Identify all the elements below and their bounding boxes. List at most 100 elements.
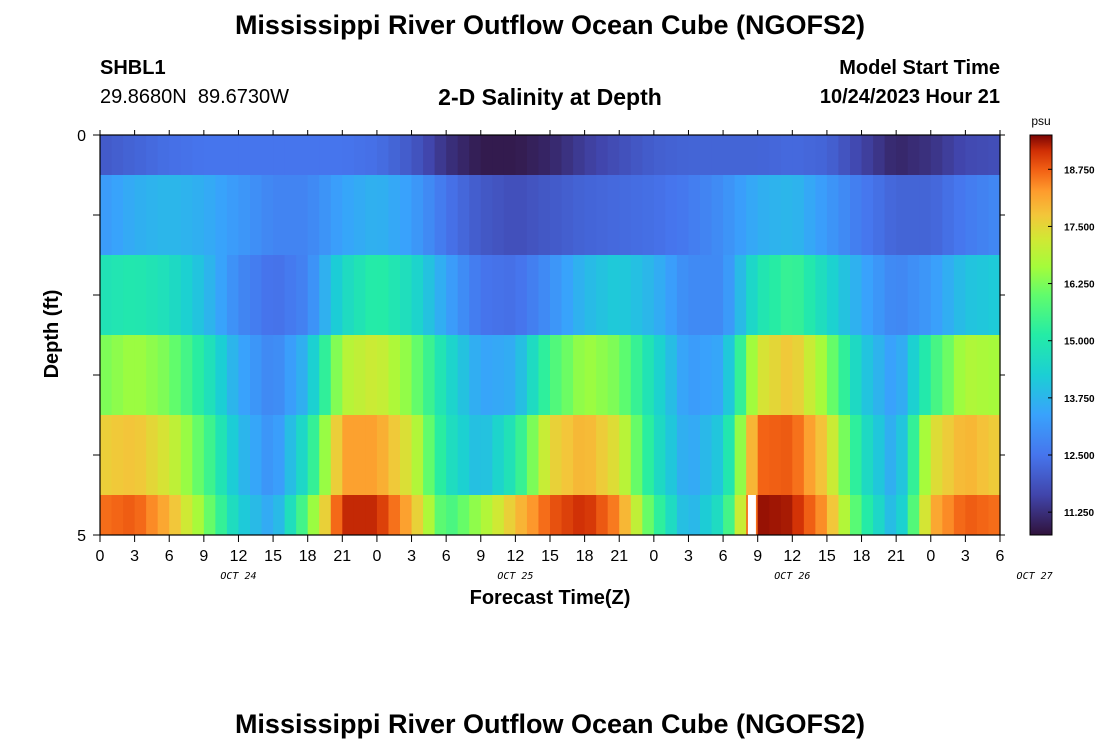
heatmap-cell-d3-h75 xyxy=(965,335,978,415)
heatmap-cell-d3-h22 xyxy=(353,335,366,415)
heatmap-cell-d1-h68 xyxy=(884,175,897,255)
heatmap-cell-d1-h0 xyxy=(100,175,113,255)
heatmap-cell-d4-h7 xyxy=(180,415,193,495)
heatmap-cell-d0-h57 xyxy=(757,135,770,175)
heatmap-cell-d0-h7 xyxy=(180,135,193,175)
heatmap-cell-d2-h60 xyxy=(792,255,805,335)
heatmap-cell-d3-h68 xyxy=(884,335,897,415)
heatmap-cell-d3-h65 xyxy=(850,335,863,415)
heatmap-cell-d2-h45 xyxy=(619,255,632,335)
heatmap-cell-d2-h4 xyxy=(146,255,159,335)
heatmap-cell-d3-h3 xyxy=(134,335,147,415)
heatmap-cell-d2-h47 xyxy=(642,255,655,335)
heatmap-cell-d2-h51 xyxy=(688,255,701,335)
heatmap-cell-d2-h38 xyxy=(538,255,551,335)
heatmap-cell-d3-h48 xyxy=(653,335,666,415)
heatmap-cell-d1-h8 xyxy=(192,175,205,255)
heatmap-cell-d1-h54 xyxy=(723,175,736,255)
heatmap-cell-d0-h4 xyxy=(146,135,159,175)
heatmap-cell-d4-h55 xyxy=(734,415,747,495)
x-tick-label-17: 3 xyxy=(684,548,693,565)
heatmap-cell-d4-h9 xyxy=(203,415,216,495)
heatmap-cell-d2-h2 xyxy=(123,255,136,335)
heatmap-cell-d5-h9 xyxy=(203,495,216,535)
heatmap-cell-d4-h52 xyxy=(700,415,713,495)
heatmap-cell-d5-h20 xyxy=(330,495,343,535)
heatmap-cell-d5-h51 xyxy=(688,495,701,535)
heatmap-cell-d2-h40 xyxy=(561,255,574,335)
heatmap-cell-d1-h17 xyxy=(296,175,309,255)
heatmap-cell-d0-h54 xyxy=(723,135,736,175)
model-start-time: 10/24/2023 Hour 21 xyxy=(819,86,1000,108)
heatmap-cell-d3-h26 xyxy=(400,335,413,415)
heatmap-cell-d2-h73 xyxy=(942,255,955,335)
heatmap-cell-d0-h67 xyxy=(873,135,886,175)
heatmap-cell-d1-h1 xyxy=(111,175,124,255)
heatmap-cell-d0-h10 xyxy=(215,135,228,175)
heatmap-cell-d2-h3 xyxy=(134,255,147,335)
heatmap-cell-d4-h29 xyxy=(434,415,447,495)
heatmap-cell-d4-h31 xyxy=(457,415,470,495)
heatmap-cell-d5-h19 xyxy=(319,495,332,535)
x-tick-label-18: 6 xyxy=(719,548,728,565)
heatmap-cell-d4-h73 xyxy=(942,415,955,495)
bottom-chart-title: Mississippi River Outflow Ocean Cube (NG… xyxy=(234,709,866,739)
heatmap-cell-d5-h66 xyxy=(861,495,874,535)
heatmap-cell-d3-h25 xyxy=(388,335,401,415)
heatmap-cell-d3-h39 xyxy=(550,335,563,415)
x-tick-label-6: 18 xyxy=(299,548,317,565)
heatmap-cell-d5-h33 xyxy=(480,495,493,535)
heatmap-cell-d0-h14 xyxy=(261,135,274,175)
heatmap-cell-d5-h30 xyxy=(446,495,459,535)
heatmap-cell-d2-h24 xyxy=(376,255,390,335)
heatmap-cell-d1-h65 xyxy=(850,175,863,255)
heatmap-cell-d2-h75 xyxy=(965,255,978,335)
heatmap-cell-d0-h31 xyxy=(457,135,470,175)
heatmap-cell-d2-h33 xyxy=(480,255,493,335)
heatmap-cell-d3-h74 xyxy=(953,335,966,415)
heatmap-cell-d5-h34 xyxy=(492,495,505,535)
heatmap-cell-d4-h75 xyxy=(965,415,978,495)
heatmap-cell-d3-h38 xyxy=(538,335,551,415)
heatmap-cell-d4-h48 xyxy=(653,415,666,495)
heatmap-cell-d1-h66 xyxy=(861,175,874,255)
heatmap-cell-d2-h54 xyxy=(723,255,736,335)
heatmap-cell-d0-h5 xyxy=(157,135,170,175)
x-tick-label-7: 21 xyxy=(333,548,351,565)
heatmap-cell-d5-h10 xyxy=(215,495,228,535)
heatmap-cell-d0-h47 xyxy=(642,135,655,175)
heatmap-cell-d2-h58 xyxy=(769,255,782,335)
heatmap-cell-d3-h40 xyxy=(561,335,574,415)
heatmap-cell-d4-h69 xyxy=(896,415,909,495)
heatmap-cell-d1-h53 xyxy=(711,175,724,255)
heatmap-cell-d3-h42 xyxy=(584,335,597,415)
heatmap-cell-d1-h3 xyxy=(134,175,147,255)
heatmap-cell-d4-h28 xyxy=(423,415,436,495)
heatmap-cell-d4-h44 xyxy=(607,415,620,495)
x-tick-label-20: 12 xyxy=(783,548,801,565)
heatmap-cell-d4-h54 xyxy=(723,415,736,495)
heatmap-cell-d4-h22 xyxy=(353,415,366,495)
heatmap-cell-d0-h37 xyxy=(526,135,540,175)
heatmap-cell-d1-h13 xyxy=(250,175,263,255)
heatmap-cell-d5-h38 xyxy=(538,495,551,535)
heatmap-cell-d1-h36 xyxy=(515,175,528,255)
heatmap-cell-d3-h60 xyxy=(792,335,805,415)
heatmap-cell-d2-h15 xyxy=(273,255,286,335)
x-tick-label-25: 3 xyxy=(961,548,970,565)
heatmap-cell-d5-h44 xyxy=(607,495,620,535)
heatmap-cell-d5-h24 xyxy=(376,495,390,535)
heatmap-cell-d0-h62 xyxy=(815,135,828,175)
heatmap-cell-d5-h37 xyxy=(526,495,540,535)
heatmap-cell-d4-h37 xyxy=(526,415,540,495)
heatmap-cell-d0-h23 xyxy=(365,135,378,175)
heatmap-cell-d3-h16 xyxy=(284,335,297,415)
heatmap-cell-d5-h60 xyxy=(792,495,805,535)
heatmap-cell-d2-h57 xyxy=(757,255,770,335)
heatmap-cell-d3-h56 xyxy=(746,335,759,415)
heatmap-cell-d3-h58 xyxy=(769,335,782,415)
heatmap-cell-d4-h12 xyxy=(238,415,251,495)
heatmap-cell-d5-h5 xyxy=(157,495,170,535)
heatmap-cell-d4-h49 xyxy=(665,415,678,495)
colorbar-gradient xyxy=(1029,134,1053,536)
